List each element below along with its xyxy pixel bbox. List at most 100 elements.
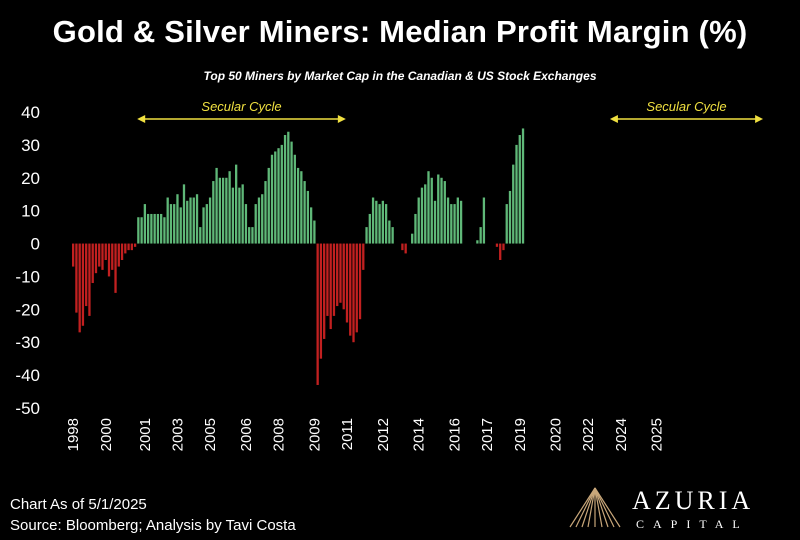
data-bar <box>453 204 456 244</box>
data-bar <box>316 243 319 385</box>
data-bar <box>404 243 407 254</box>
data-bar <box>231 187 235 244</box>
chart-title: Gold & Silver Miners: Median Profit Marg… <box>52 14 748 49</box>
arrow-right-icon <box>337 115 346 123</box>
data-bar <box>195 194 199 244</box>
data-bar <box>329 243 332 330</box>
x-tick-label: 1998 <box>65 418 82 451</box>
data-bar <box>114 243 117 293</box>
data-bar <box>482 197 486 244</box>
data-bar <box>117 243 120 267</box>
data-bar <box>319 243 323 359</box>
data-bar <box>300 171 303 244</box>
data-bar <box>267 167 270 244</box>
data-bar <box>85 243 88 307</box>
x-tick-label: 2003 <box>169 418 186 451</box>
data-bar <box>137 217 140 244</box>
data-bar <box>378 204 381 244</box>
data-bar <box>235 164 238 244</box>
data-bar <box>280 144 283 244</box>
data-bar <box>98 243 101 267</box>
data-bar <box>283 135 287 244</box>
data-bar <box>221 177 225 244</box>
data-bar <box>127 243 130 251</box>
y-tick-label: 40 <box>21 103 40 122</box>
data-bar <box>287 131 290 244</box>
data-bar <box>238 187 241 244</box>
data-bar <box>166 197 169 244</box>
data-bar <box>446 197 450 244</box>
data-bar <box>476 240 479 244</box>
data-bar <box>202 207 205 244</box>
azuria-logo-icon <box>569 487 621 528</box>
y-tick-label: -50 <box>15 399 40 418</box>
data-bar <box>88 243 91 316</box>
x-tick-label: 2005 <box>202 418 219 451</box>
data-bar <box>495 243 499 247</box>
x-tick-label: 2025 <box>649 418 666 451</box>
data-bar <box>163 217 166 244</box>
data-bar <box>169 204 173 244</box>
data-bar <box>430 177 433 244</box>
y-tick-label: -20 <box>15 300 40 319</box>
data-bar <box>153 213 156 244</box>
data-bar <box>199 227 202 244</box>
data-bar <box>336 243 339 307</box>
arrow-right-icon <box>755 115 764 123</box>
data-bar <box>270 154 274 244</box>
data-bar <box>384 204 388 244</box>
x-tick-label: 2019 <box>512 418 529 451</box>
annotation-label: Secular Cycle <box>646 99 726 114</box>
data-bar <box>94 243 98 274</box>
data-bar <box>133 243 137 247</box>
data-bar <box>160 213 163 244</box>
data-bar <box>91 243 94 284</box>
data-bar <box>375 200 378 244</box>
data-bar <box>411 233 414 244</box>
data-bar <box>362 243 365 270</box>
data-bar <box>313 220 316 244</box>
y-tick-label: -40 <box>15 366 40 385</box>
data-bar <box>515 144 518 244</box>
data-bar <box>420 187 424 244</box>
data-bar <box>502 243 505 251</box>
data-bar <box>228 171 231 244</box>
data-bar <box>479 227 482 244</box>
data-bar <box>173 204 176 244</box>
data-bar <box>156 213 160 244</box>
chart-source-note: Source: Bloomberg; Analysis by Tavi Cost… <box>10 517 296 534</box>
data-bar <box>225 177 228 244</box>
data-bar <box>120 243 124 260</box>
y-tick-label: 10 <box>21 202 40 221</box>
chart-date-note: Chart As of 5/1/2025 <box>10 496 147 513</box>
data-bar <box>186 200 189 244</box>
data-bar <box>274 151 277 244</box>
x-tick-label: 2020 <box>548 418 565 451</box>
data-bar <box>437 174 440 244</box>
data-bar <box>296 167 300 244</box>
x-tick-label: 2016 <box>447 418 464 451</box>
y-tick-label: 30 <box>21 136 40 155</box>
data-bar <box>339 243 342 303</box>
x-tick-label: 2011 <box>339 418 356 450</box>
data-bar <box>72 243 75 267</box>
data-bar <box>290 141 293 244</box>
data-bar <box>521 128 525 244</box>
x-tick-label: 2017 <box>479 418 496 451</box>
data-bar <box>306 190 310 244</box>
data-bar <box>244 204 248 244</box>
x-tick-label: 2001 <box>137 418 154 451</box>
y-tick-label: 20 <box>21 169 40 188</box>
data-bar <box>303 181 306 244</box>
data-bar <box>349 243 352 336</box>
data-bar <box>143 204 147 244</box>
data-bar <box>309 207 313 244</box>
data-bar <box>208 197 212 244</box>
data-bar <box>205 204 208 244</box>
data-bar <box>401 243 404 251</box>
logo-subtitle: CAPITAL <box>636 517 749 531</box>
data-bar <box>456 197 459 244</box>
data-bar <box>518 135 521 244</box>
data-bar <box>215 167 218 244</box>
data-bar <box>241 184 244 244</box>
